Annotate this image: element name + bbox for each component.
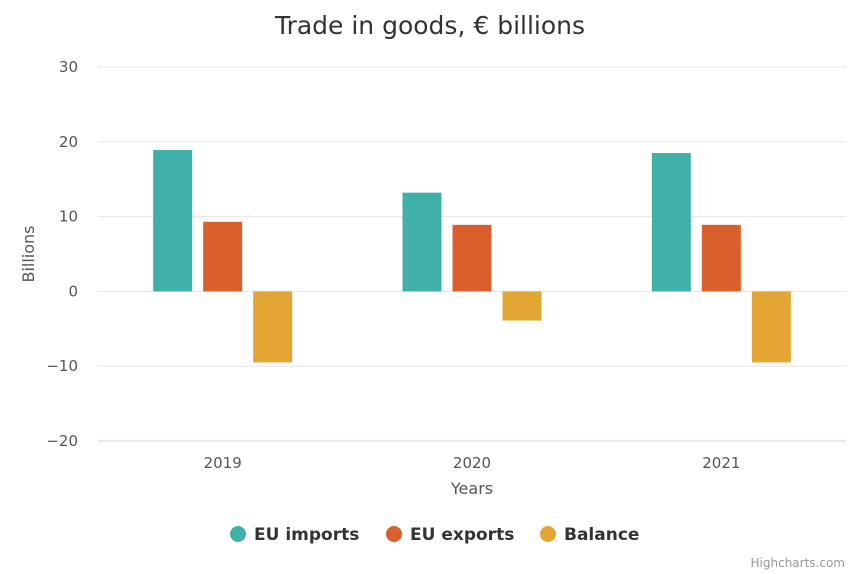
credits-link[interactable]: Highcharts.com — [751, 556, 845, 570]
grid — [98, 66, 846, 367]
legend-item-balance[interactable]: Balance — [540, 525, 639, 545]
x-tick-label: 2019 — [204, 454, 242, 472]
y-tick-label: 20 — [59, 133, 78, 151]
bar-eu-exports[interactable] — [452, 224, 492, 292]
bar-balance[interactable] — [502, 291, 542, 321]
y-axis-ticks: 30 20 10 0 −10 −20 — [46, 58, 78, 450]
x-axis-title: Years — [450, 479, 493, 498]
bar-eu-exports[interactable] — [203, 221, 243, 292]
bar-eu-exports[interactable] — [701, 224, 741, 292]
x-tick-label: 2020 — [453, 454, 491, 472]
x-axis-ticks: 2019 2020 2021 — [204, 454, 741, 472]
bar-eu-imports[interactable] — [153, 150, 193, 292]
legend-marker — [540, 526, 556, 542]
y-axis-title: Billions — [19, 225, 38, 282]
y-tick-label: 0 — [68, 282, 78, 300]
legend-item-eu-exports[interactable]: EU exports — [386, 525, 514, 545]
legend-label: EU imports — [254, 525, 359, 545]
legend-label: Balance — [564, 525, 639, 545]
x-tick-label: 2021 — [702, 454, 740, 472]
y-tick-label: 10 — [59, 208, 78, 226]
chart-title: Trade in goods, € billions — [274, 11, 585, 40]
legend-marker — [230, 526, 246, 542]
legend-marker — [386, 526, 402, 542]
bar-balance[interactable] — [253, 291, 293, 363]
y-tick-label: −20 — [46, 432, 78, 450]
bar-balance[interactable] — [751, 291, 791, 363]
bar-eu-imports[interactable] — [651, 153, 691, 292]
legend-label: EU exports — [410, 525, 514, 545]
bar-eu-imports[interactable] — [402, 192, 442, 292]
legend: EU imports EU exports Balance — [230, 525, 639, 545]
bars — [153, 150, 791, 363]
y-tick-label: 30 — [59, 58, 78, 76]
legend-item-eu-imports[interactable]: EU imports — [230, 525, 359, 545]
y-tick-label: −10 — [46, 357, 78, 375]
